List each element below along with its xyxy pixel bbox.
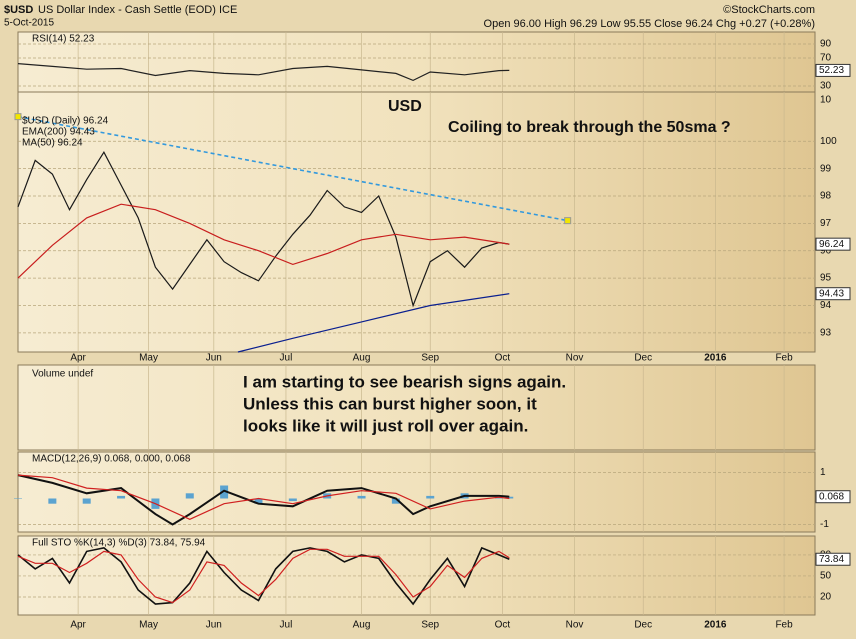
legend-entry: MA(50) 96.24	[22, 138, 83, 149]
x-tick-label: Nov	[566, 353, 584, 364]
x-tick-label: Apr	[70, 353, 86, 364]
y-tick-label: 98	[820, 191, 832, 202]
y-tick-label: 1	[820, 467, 826, 478]
series-line	[17, 203, 510, 279]
value-box	[815, 237, 851, 251]
series-line	[17, 546, 510, 606]
value-box-label: 96.24	[819, 239, 844, 250]
trend-point	[14, 113, 22, 121]
x-tick-label: Apr	[70, 620, 86, 631]
legend-entry: EMA(200) 94.43	[22, 127, 95, 138]
x-tick-label: Dec	[634, 353, 652, 364]
histogram-bar	[48, 498, 57, 504]
y-tick-label: 20	[820, 592, 832, 603]
histogram-bar	[357, 495, 366, 499]
trendline	[17, 115, 568, 222]
x-tick-label: 2016	[704, 620, 727, 631]
panel-frame	[17, 535, 816, 616]
value-box-label: 73.84	[819, 554, 844, 565]
series-line	[17, 548, 510, 604]
symbol: $USD	[4, 4, 33, 16]
credit: ©StockCharts.com	[723, 4, 815, 16]
y-tick-label: 97	[820, 218, 832, 229]
y-tick-label: 90	[820, 39, 832, 50]
histogram-bar	[426, 495, 435, 499]
value-box-label: 52.23	[819, 65, 844, 76]
series-line	[17, 63, 510, 82]
annotation: USD	[388, 98, 422, 115]
x-tick-label: Aug	[353, 353, 371, 364]
x-tick-label: Oct	[495, 353, 511, 364]
value-box	[815, 63, 851, 77]
note: I am starting to see bearish signs again…	[243, 372, 566, 391]
histogram-bar	[505, 496, 514, 499]
value-box	[815, 490, 851, 504]
y-tick-label: 95	[820, 273, 832, 284]
series-line	[17, 474, 510, 526]
x-tick-label: Jul	[280, 353, 293, 364]
description: US Dollar Index - Cash Settle (EOD) ICE	[38, 4, 237, 16]
histogram-bar	[254, 498, 263, 504]
y-tick-label: 10	[820, 95, 832, 106]
histogram-bar	[220, 485, 229, 499]
legend-entry: $USD (Daily) 96.24	[22, 116, 109, 127]
panel-frame	[17, 31, 816, 93]
x-tick-label: Jul	[280, 620, 293, 631]
y-tick-label: -1	[820, 519, 829, 530]
trend-point	[564, 217, 572, 225]
y-tick-label: 93	[820, 327, 832, 338]
series-line	[237, 293, 510, 353]
y-tick-label: 96	[820, 245, 832, 256]
x-tick-label: Jun	[206, 353, 222, 364]
x-tick-label: Feb	[775, 620, 793, 631]
panel-title: Volume undef	[32, 369, 93, 380]
annotation: Coiling to break through the 50sma ?	[448, 119, 731, 136]
histogram-bar	[391, 498, 400, 504]
histogram-bar	[82, 498, 91, 504]
panel-frame	[17, 451, 816, 533]
value-box	[815, 287, 851, 301]
x-tick-label: Feb	[775, 353, 793, 364]
panel-title: RSI(14) 52.23	[32, 34, 95, 45]
panel-frame	[17, 364, 816, 451]
series-line	[17, 474, 510, 520]
x-tick-label: Sep	[421, 353, 439, 364]
histogram-bar	[117, 495, 126, 499]
value-box-label: 94.43	[819, 288, 844, 299]
histogram-bar	[288, 498, 297, 502]
x-tick-label: May	[139, 620, 158, 631]
histogram-bar	[494, 497, 503, 499]
series-line	[17, 150, 510, 308]
note: Unless this can burst higher soon, it	[243, 394, 537, 413]
y-tick-label: 94	[820, 300, 832, 311]
value-box-label: 0.068	[819, 491, 844, 502]
quote: Open 96.00 High 96.29 Low 95.55 Close 96…	[484, 18, 815, 30]
note: looks like it will just roll over again.	[243, 416, 528, 435]
x-tick-label: Nov	[566, 620, 584, 631]
y-tick-label: 30	[820, 81, 832, 92]
date: 5-Oct-2015	[4, 18, 54, 29]
y-tick-label: 70	[820, 53, 832, 64]
y-tick-label: 100	[820, 136, 837, 147]
x-tick-label: Jun	[206, 620, 222, 631]
histogram-bar	[185, 493, 194, 499]
histogram-bar	[14, 498, 22, 499]
panel-title: MACD(12,26,9) 0.068, 0.000, 0.068	[32, 454, 191, 465]
x-tick-label: Sep	[421, 620, 439, 631]
x-tick-label: Aug	[353, 620, 371, 631]
x-tick-label: 2016	[704, 353, 727, 364]
x-tick-label: Oct	[495, 620, 511, 631]
panel-title: Full STO %K(14,3) %D(3) 73.84, 75.94	[32, 538, 206, 549]
x-tick-label: Dec	[634, 620, 652, 631]
x-tick-label: May	[139, 353, 158, 364]
value-box	[815, 552, 851, 566]
y-tick-label: 50	[820, 571, 832, 582]
y-tick-label: 99	[820, 163, 832, 174]
